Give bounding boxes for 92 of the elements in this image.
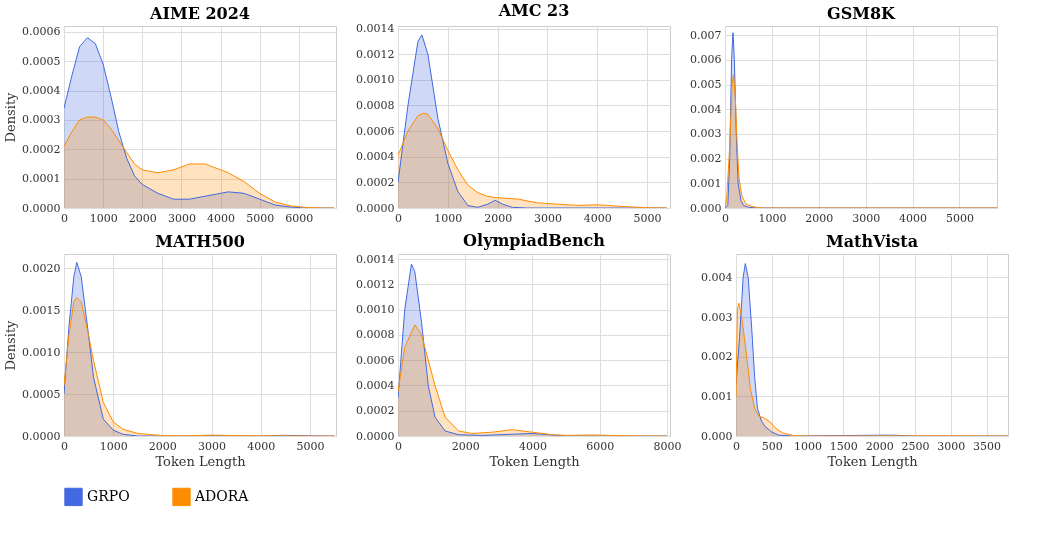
x-tick-label: 3000 [937, 439, 966, 453]
y-tick-label: 0.0002 [356, 175, 395, 189]
x-tick-label: 3500 [973, 439, 1002, 453]
x-axis-title: Token Length [155, 453, 247, 469]
x-tick-label: 3000 [852, 211, 881, 225]
y-tick-label: 0.0003 [22, 113, 61, 127]
y-tick-label: 0.0008 [356, 98, 395, 112]
chart-title: OlympiadBench [463, 231, 606, 251]
x-tick-label: 1000 [758, 211, 787, 225]
y-tick-label: 0.0010 [356, 303, 395, 317]
x-tick-label: 0 [61, 211, 68, 225]
y-tick-label: 0.0005 [22, 54, 61, 68]
y-tick-label: 0.000 [690, 201, 722, 215]
y-tick-label: 0.0015 [22, 303, 61, 317]
x-tick-label: 8000 [653, 439, 682, 453]
y-axis-title: Density [3, 91, 19, 143]
x-tick-label: 5000 [945, 211, 974, 225]
y-tick-label: 0.001 [690, 176, 722, 190]
y-tick-label: 0.0008 [356, 328, 395, 342]
x-tick-label: 3000 [198, 439, 227, 453]
legend-label: GRPO [87, 487, 130, 504]
x-tick-label: 1500 [829, 439, 858, 453]
x-tick-label: 1000 [794, 439, 823, 453]
chart-title: GSM8K [827, 4, 897, 23]
y-tick-label: 0.003 [690, 127, 722, 141]
y-tick-label: 0.001 [701, 389, 733, 403]
x-axis-title: Token Length [489, 453, 581, 469]
y-tick-label: 0.0004 [22, 84, 61, 98]
y-tick-label: 0.002 [690, 152, 722, 166]
x-tick-label: 5000 [633, 211, 662, 225]
y-tick-label: 0.0004 [356, 150, 395, 164]
y-tick-label: 0.0012 [356, 47, 395, 61]
chart-title: AMC 23 [497, 0, 570, 20]
x-tick-label: 6000 [285, 211, 314, 225]
y-tick-label: 0.0000 [356, 429, 395, 443]
x-tick-label: 3000 [533, 211, 562, 225]
y-tick-label: 0.004 [701, 270, 733, 284]
x-tick-label: 0 [733, 439, 740, 453]
y-tick-label: 0.003 [701, 310, 733, 324]
y-tick-label: 0.0010 [356, 73, 395, 87]
y-tick-label: 0.0012 [356, 277, 395, 291]
x-tick-label: 2000 [148, 439, 177, 453]
y-tick-label: 0.000 [701, 429, 733, 443]
y-tick-label: 0.0000 [356, 201, 395, 215]
x-tick-label: 3000 [167, 211, 196, 225]
x-tick-label: 2000 [805, 211, 834, 225]
y-tick-label: 0.0006 [356, 124, 395, 138]
x-tick-label: 1000 [434, 211, 463, 225]
y-axis-title: Density [3, 319, 19, 371]
y-tick-label: 0.007 [690, 28, 722, 42]
x-tick-label: 4000 [207, 211, 236, 225]
x-tick-label: 4000 [518, 439, 547, 453]
x-tick-label: 0 [395, 439, 402, 453]
chart-title: AIME 2024 [149, 3, 250, 23]
x-tick-label: 1000 [89, 211, 118, 225]
y-tick-label: 0.0002 [356, 404, 395, 418]
x-tick-label: 4000 [899, 211, 928, 225]
x-tick-label: 5000 [246, 211, 275, 225]
y-tick-label: 0.005 [690, 78, 722, 92]
x-tick-label: 4000 [247, 439, 276, 453]
x-tick-label: 1000 [99, 439, 128, 453]
y-tick-label: 0.0020 [22, 261, 61, 275]
x-tick-label: 2000 [128, 211, 157, 225]
x-axis-title: Token Length [827, 453, 919, 469]
x-tick-label: 0 [722, 211, 729, 225]
y-tick-label: 0.006 [690, 53, 722, 67]
x-tick-label: 2000 [865, 439, 894, 453]
y-tick-label: 0.004 [690, 102, 722, 116]
x-tick-label: 2000 [484, 211, 513, 225]
x-tick-label: 5000 [296, 439, 325, 453]
y-tick-label: 0.0000 [22, 429, 61, 443]
x-tick-label: 6000 [586, 439, 615, 453]
chart-title: MATH500 [155, 232, 245, 251]
y-tick-label: 0.0006 [356, 353, 395, 367]
y-tick-label: 0.002 [701, 350, 733, 364]
x-tick-label: 4000 [583, 211, 612, 225]
x-tick-label: 0 [395, 211, 402, 225]
y-tick-label: 0.0002 [22, 142, 61, 156]
x-tick-label: 2500 [901, 439, 930, 453]
y-tick-label: 0.0014 [356, 22, 395, 36]
legend-label: ADORA [194, 487, 250, 504]
y-tick-label: 0.0004 [356, 378, 395, 392]
y-tick-label: 0.0014 [356, 252, 395, 266]
x-tick-label: 2000 [451, 439, 480, 453]
y-tick-label: 0.0001 [22, 172, 61, 186]
y-tick-label: 0.0010 [22, 345, 61, 359]
y-tick-label: 0.0006 [22, 25, 61, 39]
y-tick-label: 0.0005 [22, 387, 61, 401]
x-tick-label: 500 [761, 439, 783, 453]
chart-title: MathVista [825, 232, 919, 251]
x-tick-label: 0 [61, 439, 68, 453]
y-tick-label: 0.0000 [22, 201, 61, 215]
